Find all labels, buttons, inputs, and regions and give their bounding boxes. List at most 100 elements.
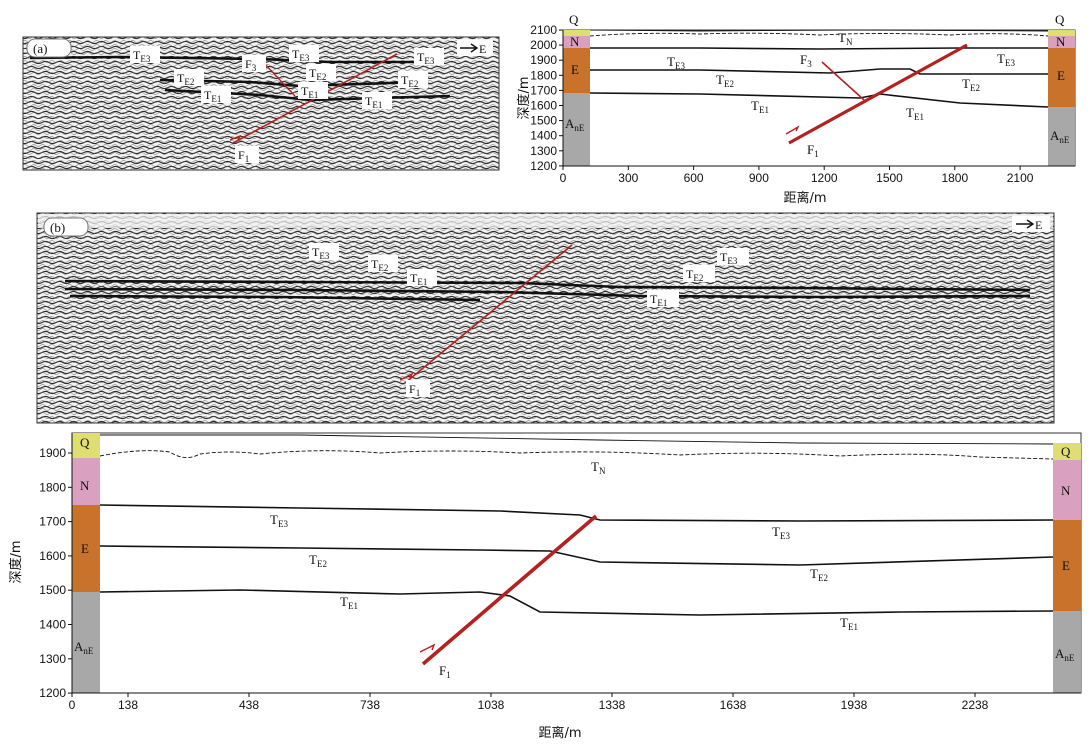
interp-b-y-tick-label: 1500 xyxy=(39,583,66,597)
svg-text:F1: F1 xyxy=(238,148,249,164)
svg-text:TE3: TE3 xyxy=(417,50,435,66)
interp-a-col-q-right: Q xyxy=(1055,12,1065,27)
svg-text:TE3: TE3 xyxy=(772,524,790,541)
interp-a-y-tick-label: 1300 xyxy=(530,144,557,158)
svg-text:TE1: TE1 xyxy=(301,84,318,100)
interp-b-x-tick-label: 1038 xyxy=(478,698,505,712)
interp-b-col-n-left: N xyxy=(80,478,90,493)
seismic-b-labels: TE3 TE2 TE1 TE3 TE2 TE1 F1 xyxy=(309,243,749,398)
svg-text:TE2: TE2 xyxy=(686,267,703,283)
interp-a-col-e-right: E xyxy=(1057,68,1065,83)
interp-b-x-tick-label: 1338 xyxy=(599,698,626,712)
svg-text:TE2: TE2 xyxy=(371,257,388,273)
fault-arrow-icon xyxy=(419,643,436,653)
svg-text:F1: F1 xyxy=(439,663,451,680)
interp-b-y-tick-label: 1900 xyxy=(39,446,66,460)
interp-b-y-tick-label: 1400 xyxy=(39,618,66,632)
interp-a-y-tick-label: 1700 xyxy=(530,83,557,97)
svg-text:F1: F1 xyxy=(807,142,819,159)
interp-a-y-tick-label: 1400 xyxy=(530,129,557,143)
svg-text:TE1: TE1 xyxy=(751,98,769,115)
svg-text:TE3: TE3 xyxy=(667,54,685,71)
interp-b-horizons xyxy=(99,434,1054,616)
interp-a-y-tick-label: 1500 xyxy=(530,114,557,128)
interp-a-x-label: 距离/m xyxy=(783,190,826,206)
interp-a-fault-f3 xyxy=(821,61,865,101)
interp-b-x-tick-label: 2238 xyxy=(962,698,989,712)
interp-a-fault-f1 xyxy=(788,43,968,145)
svg-text:TE3: TE3 xyxy=(292,47,310,63)
svg-text:TE2: TE2 xyxy=(401,73,418,89)
direction-label-a: E xyxy=(479,42,486,56)
interp-b-y-tick-label: 1600 xyxy=(39,549,66,563)
seismic-b-reflectors xyxy=(64,279,1031,302)
svg-text:F1: F1 xyxy=(409,382,420,398)
interp-a-y-tick-label: 1200 xyxy=(530,159,557,173)
seismic-a-fault-f3 xyxy=(262,61,296,97)
interp-a-col-n-left: N xyxy=(570,34,580,49)
interp-a-col-q-left: Q xyxy=(569,12,579,27)
interp-a-y-tick-label: 2000 xyxy=(530,38,557,52)
svg-text:TE2: TE2 xyxy=(716,72,734,89)
seismic-a-labels: TE3 TE2 TE1 F3 TE3 TE2 TE1 TE3 TE2 TE1 F… xyxy=(130,45,444,164)
interp-a-y-tick-label: 1800 xyxy=(530,68,557,82)
svg-text:TE1: TE1 xyxy=(906,105,924,122)
seismic-panel-a: (a) E TE3 TE2 TE1 F3 TE3 TE2 TE1 TE3 TE2 xyxy=(22,36,500,171)
interp-a-x-tick-label: 900 xyxy=(749,171,769,185)
interp-b-y-tick-label: 1800 xyxy=(39,480,66,494)
panel-tag-a: (a) xyxy=(33,41,47,56)
interp-b-frame xyxy=(71,432,1082,694)
svg-text:TE1: TE1 xyxy=(410,271,427,287)
svg-text:TE2: TE2 xyxy=(962,76,980,93)
svg-text:TE1: TE1 xyxy=(650,292,667,308)
interp-b-col-q-left: Q xyxy=(80,435,90,450)
interp-b-x-tick-label: 738 xyxy=(360,698,380,712)
interp-b-col-n-right: N xyxy=(1061,483,1071,498)
svg-text:TE2: TE2 xyxy=(177,71,194,87)
interpretation-panel-b: Q N E AnE Q N E AnE TN TE3 TE3 TE2 TE2 T… xyxy=(8,432,1082,741)
svg-text:TN: TN xyxy=(838,30,853,47)
svg-text:TE3: TE3 xyxy=(720,250,738,266)
interp-b-y-tick-label: 1200 xyxy=(39,686,66,700)
interp-a-y-label: 深度/m xyxy=(516,76,532,119)
interp-a-col-e-left: E xyxy=(571,62,579,77)
svg-text:TE2: TE2 xyxy=(309,66,326,82)
interp-a-x-tick-label: 600 xyxy=(684,171,704,185)
interp-b-y-tick-label: 1300 xyxy=(39,652,66,666)
seismic-b-fault-f1 xyxy=(404,244,573,384)
interp-b-x-tick-label: 1638 xyxy=(720,698,747,712)
interp-b-x-label: 距离/m xyxy=(538,725,581,741)
svg-text:TE1: TE1 xyxy=(340,594,358,611)
interp-b-col-q-right: Q xyxy=(1061,444,1071,459)
interp-a-x-tick-label: 300 xyxy=(618,171,638,185)
svg-text:TE3: TE3 xyxy=(997,51,1015,68)
svg-text:TN: TN xyxy=(591,459,606,476)
svg-text:F3: F3 xyxy=(800,52,812,69)
svg-text:TE1: TE1 xyxy=(840,615,858,632)
fault-arrow-icon xyxy=(399,372,414,381)
interp-a-col-n-right: N xyxy=(1056,34,1066,49)
interp-b-x-tick-label: 138 xyxy=(118,698,138,712)
interp-a-x-tick-label: 1500 xyxy=(876,171,903,185)
interp-b-col-ane-right: AnE xyxy=(1055,646,1075,663)
interp-a-labels: TN TE3 TE3 F3 TE2 TE2 TE1 TE1 F1 xyxy=(667,30,1015,159)
interp-a-y-tick-label: 1600 xyxy=(530,99,557,113)
interp-a-x-tick-label: 2100 xyxy=(1007,171,1034,185)
interp-a-y-tick-label: 1900 xyxy=(530,53,557,67)
seismic-panel-b: (b) E TE3 TE2 TE1 TE3 TE2 TE1 F1 xyxy=(36,212,1055,424)
svg-text:TE3: TE3 xyxy=(270,512,288,529)
fault-arrow-icon xyxy=(229,134,242,141)
interp-b-x-ticks: 0 138 438 738 1038 1338 1638 1938 2238 xyxy=(69,693,989,712)
interp-a-y-tick-label: 2100 xyxy=(530,23,557,37)
svg-text:TE2: TE2 xyxy=(309,552,327,569)
interpretation-panel-a: Q N E AnE Q N E AnE TN TE3 TE3 F3 TE2 TE… xyxy=(516,12,1076,206)
interp-b-col-ane-left: AnE xyxy=(74,639,94,656)
interp-b-y-label: 深度/m xyxy=(8,540,24,583)
interp-b-col-e-right: E xyxy=(1062,558,1070,573)
panel-tag-b: (b) xyxy=(50,220,65,235)
interp-b-y-tick-label: 1700 xyxy=(39,515,66,529)
interp-a-x-tick-label: 1800 xyxy=(941,171,968,185)
fault-arrow-icon xyxy=(785,125,800,135)
